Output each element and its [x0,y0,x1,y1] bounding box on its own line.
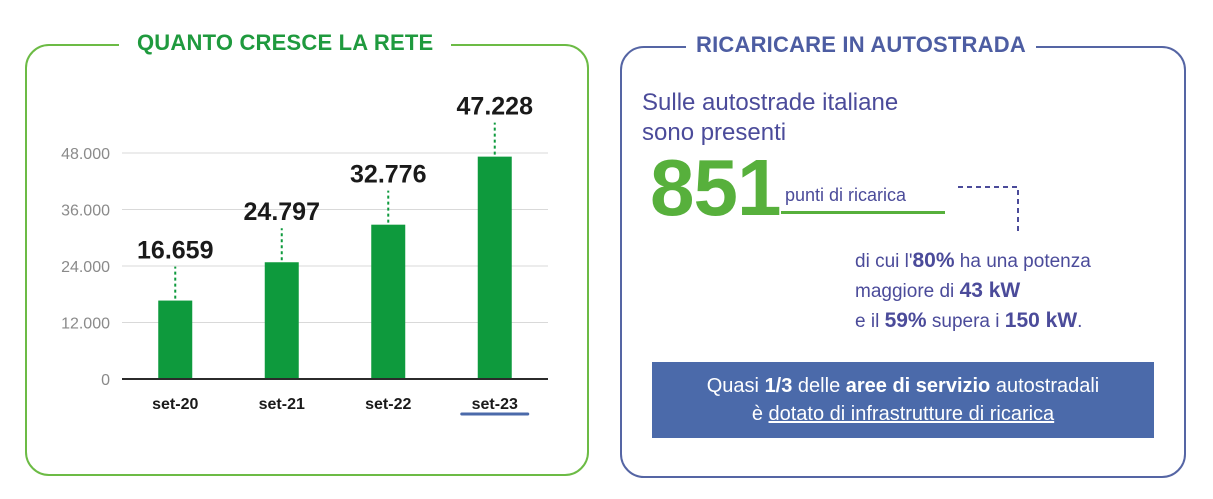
service-areas-callout: Quasi 1/3 delle aree di servizio autostr… [652,362,1154,438]
power-detail-line-1: di cui l'80% ha una potenza [855,246,1091,276]
x-tick-label: set-21 [259,396,305,413]
value-label: 32.776 [350,161,426,189]
callout-infrastructure: dotato di infrastrutture di ricarica [768,403,1055,425]
detail-text: ha una potenza [954,251,1091,272]
charging-points-underline [781,211,945,214]
callout-line-2: è dotato di infrastrutture di ricarica [652,400,1154,428]
growth-panel-title: QUANTO CRESCE LA RETE [119,30,452,56]
y-tick-label: 0 [101,372,110,389]
power-detail: di cui l'80% ha una potenza maggiore di … [855,246,1091,336]
value-label: 24.797 [244,198,320,226]
x-tick-label: set-22 [365,396,411,413]
y-tick-label: 36.000 [61,203,110,220]
callout-text: Quasi [706,375,765,397]
charging-points-number: 851 [650,143,781,232]
intro-line-1: Sulle autostrade italiane [642,89,899,116]
detail-percent-80: 80% [912,249,955,272]
highway-panel: RICARICARE IN AUTOSTRADA [620,32,1186,478]
value-label: 47.228 [457,93,534,121]
detail-text: supera i [926,311,1005,332]
callout-service-areas: aree di servizio [845,375,991,397]
callout-line-1: Quasi 1/3 delle aree di servizio autostr… [652,372,1154,400]
detail-text: maggiore di [855,281,960,302]
x-tick-label: set-23 [472,396,518,413]
bar [264,262,299,379]
growth-panel: QUANTO CRESCE LA RETE [25,30,589,476]
detail-percent-59: 59% [884,309,927,332]
charging-points-label: punti di ricarica [785,185,907,205]
y-tick-label: 12.000 [61,316,110,333]
y-tick-label: 48.000 [61,146,110,163]
detail-text: di cui l' [855,251,913,272]
detail-text: e il [855,311,885,332]
bar [477,156,512,379]
callout-text: delle [792,375,846,397]
detail-text: . [1077,311,1083,332]
intro-text: Sulle autostrade italiane sono presenti [642,88,898,148]
callout-text: è [751,403,769,425]
power-detail-line-3: e il 59% supera i 150 kW. [855,306,1091,336]
power-detail-line-2: maggiore di 43 kW [855,276,1091,306]
value-label: 16.659 [137,237,213,265]
callout-text: autostradali [990,375,1100,397]
y-tick-label: 24.000 [61,259,110,276]
highway-panel-title: RICARICARE IN AUTOSTRADA [686,32,1036,58]
callout-fraction: 1/3 [764,375,793,397]
intro-line-2: sono presenti [642,119,787,146]
x-tick-label: set-20 [152,396,198,413]
bar [158,300,193,379]
bar [371,224,406,379]
detail-power-150: 150 kW [1004,309,1078,332]
detail-power-43: 43 kW [959,279,1021,302]
